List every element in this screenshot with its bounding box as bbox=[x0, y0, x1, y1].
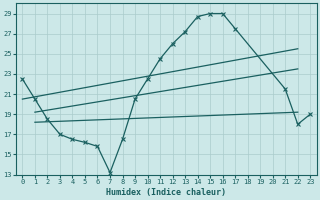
X-axis label: Humidex (Indice chaleur): Humidex (Indice chaleur) bbox=[106, 188, 226, 197]
